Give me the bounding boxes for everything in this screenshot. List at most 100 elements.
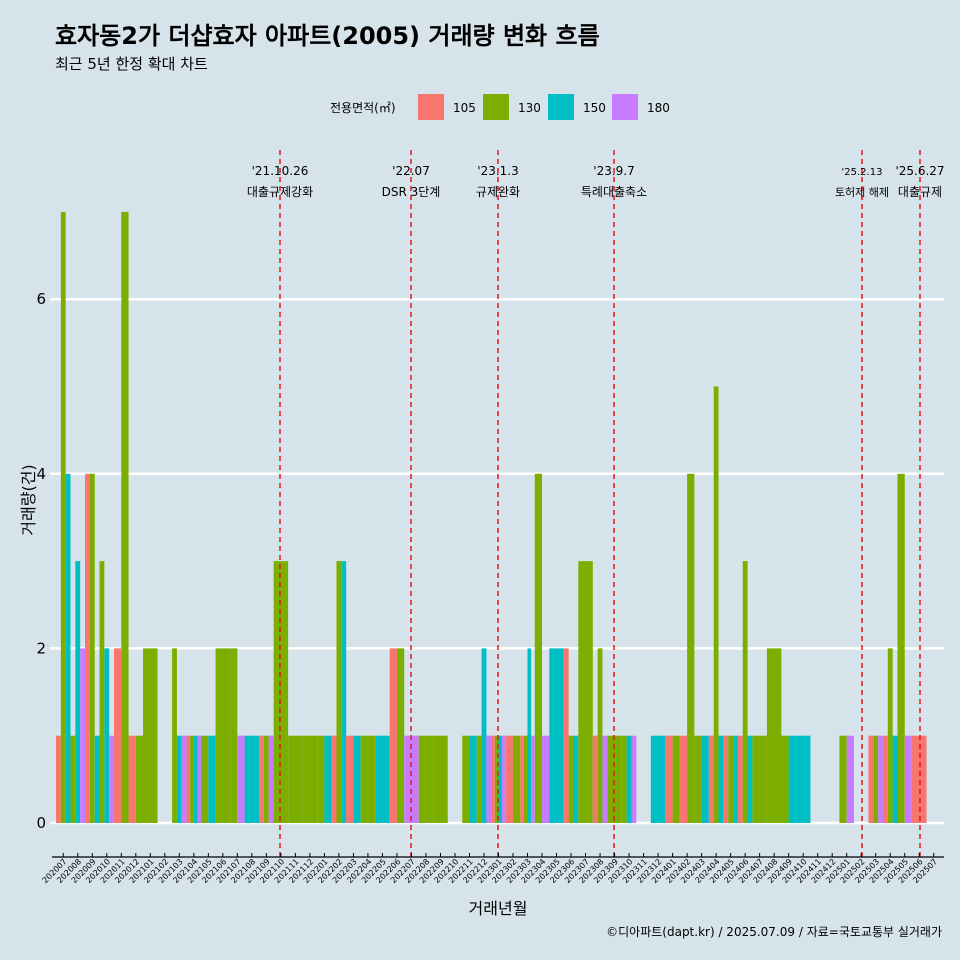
- bar-202308-180: [602, 735, 608, 823]
- bar-202310-150: [626, 735, 632, 823]
- y-axis: 0 2 4 6: [36, 290, 46, 832]
- bar-202501-130: [839, 735, 847, 823]
- x-axis-label: 거래년월: [469, 899, 528, 918]
- bar-202409-150: [788, 735, 796, 823]
- bar-202103-180: [181, 735, 187, 823]
- bar-202405-105: [723, 735, 729, 823]
- bar-202104-150: [193, 735, 198, 823]
- bar-202007-130: [60, 211, 66, 823]
- bar-202211-150: [469, 735, 477, 823]
- chart-title: 효자동2가 더샵효자 아파트(2005) 거래량 변화 흐름: [55, 22, 600, 50]
- bar-202007-150: [65, 473, 71, 823]
- y-tick-label: 4: [36, 465, 46, 483]
- bar-202105-130: [201, 735, 209, 823]
- bar-202301-130: [494, 735, 499, 823]
- bar-202306-105: [563, 648, 569, 823]
- bar-202203-105: [346, 735, 354, 823]
- bar-202304-130: [534, 473, 543, 823]
- bar-202009-150: [94, 735, 100, 823]
- bar-202306-150: [573, 735, 579, 823]
- legend-label: 180: [647, 101, 670, 115]
- bar-202305-150: [549, 648, 564, 823]
- y-tick-label: 0: [36, 814, 46, 832]
- bar-202108-150: [244, 735, 260, 823]
- bar-202207-180: [404, 735, 419, 823]
- bar-202112-130: [302, 735, 318, 823]
- bar-202101-130: [143, 648, 158, 823]
- bar-202307-130: [578, 561, 593, 823]
- bar-202402-105: [679, 735, 688, 823]
- bar-202302-130: [513, 735, 521, 823]
- bar-202208-130: [418, 735, 434, 823]
- bar-202308-105: [592, 735, 598, 823]
- bar-202503-180: [878, 735, 883, 823]
- legend: 전용면적(㎡) 105 130 150 180: [330, 94, 670, 120]
- bar-202401-130: [672, 735, 680, 823]
- bar-202301-150: [498, 735, 503, 823]
- legend-key-180: [612, 94, 638, 120]
- event-label: 대출규제: [898, 185, 942, 199]
- bar-202504-105: [882, 735, 888, 823]
- bar-202009-105: [85, 473, 90, 823]
- x-axis: 2020072020082020092020102020112020122021…: [41, 853, 944, 885]
- bar-202104-105: [186, 735, 191, 823]
- bar-202405-130: [728, 735, 734, 823]
- bar-202304-180: [542, 735, 550, 823]
- bar-202109-130: [263, 735, 269, 823]
- bar-202301-180: [502, 735, 506, 823]
- bar-202010-180: [109, 735, 115, 823]
- bar-202503-130: [873, 735, 879, 823]
- event-date: '22.07: [392, 164, 430, 178]
- bar-202303-105: [520, 735, 524, 823]
- bar-202201-130: [317, 735, 325, 823]
- bar-202012-105: [128, 735, 136, 823]
- bar-202503-105: [868, 735, 874, 823]
- bar-202103-130: [172, 648, 177, 823]
- caption: ©디아파트(dapt.kr) / 2025.07.09 / 자료=국토교통부 실…: [606, 925, 942, 939]
- bar-202310-180: [631, 735, 637, 823]
- event-date: '21.10.26: [252, 164, 309, 178]
- bar-202010-150: [104, 648, 110, 823]
- bar-202203-150: [353, 735, 361, 823]
- bar-202504-130: [887, 648, 893, 823]
- bar-202104-130: [190, 735, 194, 823]
- legend-label: 105: [453, 101, 476, 115]
- bar-202104-180: [197, 735, 202, 823]
- bar-202209-130: [433, 735, 448, 823]
- bar-202206-130: [396, 648, 405, 823]
- bar-202008-180: [80, 648, 86, 823]
- legend-title: 전용면적(㎡): [330, 101, 396, 115]
- bar-202404-105: [708, 735, 714, 823]
- bar-202202-150: [341, 561, 347, 823]
- bar-202303-150: [527, 648, 532, 823]
- bar-202401-105: [665, 735, 673, 823]
- bar-202410-150: [795, 735, 811, 823]
- bar-202506-105: [911, 735, 927, 823]
- bar-202201-150: [324, 735, 332, 823]
- bar-202212-180: [486, 735, 492, 823]
- legend-key-105: [418, 94, 444, 120]
- bar-202109-180: [268, 735, 274, 823]
- event-date: '23.9.7: [593, 164, 634, 178]
- bar-202206-105: [389, 648, 397, 823]
- event-label: 특례대출축소: [581, 185, 647, 199]
- bar-202303-180: [531, 735, 535, 823]
- bar-202212-150: [481, 648, 487, 823]
- bar-202109-105: [259, 735, 264, 823]
- bar-202008-150: [75, 561, 81, 823]
- bar-202107-130: [230, 648, 238, 823]
- bar-202504-150: [892, 735, 898, 823]
- bar-202103-150: [176, 735, 182, 823]
- bar-202011-105: [114, 648, 122, 823]
- bar-202306-130: [568, 735, 574, 823]
- bar-202404-150: [718, 735, 724, 823]
- event-date: '25.2.13: [842, 167, 883, 178]
- bar-202106-130: [215, 648, 231, 823]
- bar-202202-105: [331, 735, 337, 823]
- bar-202406-150: [747, 735, 753, 823]
- bar-202403-130: [694, 735, 702, 823]
- bar-202309-130: [607, 735, 622, 823]
- bar-202009-130: [89, 473, 95, 823]
- event-date: '25.6.27: [895, 164, 944, 178]
- y-axis-label: 거래량(건): [19, 464, 38, 535]
